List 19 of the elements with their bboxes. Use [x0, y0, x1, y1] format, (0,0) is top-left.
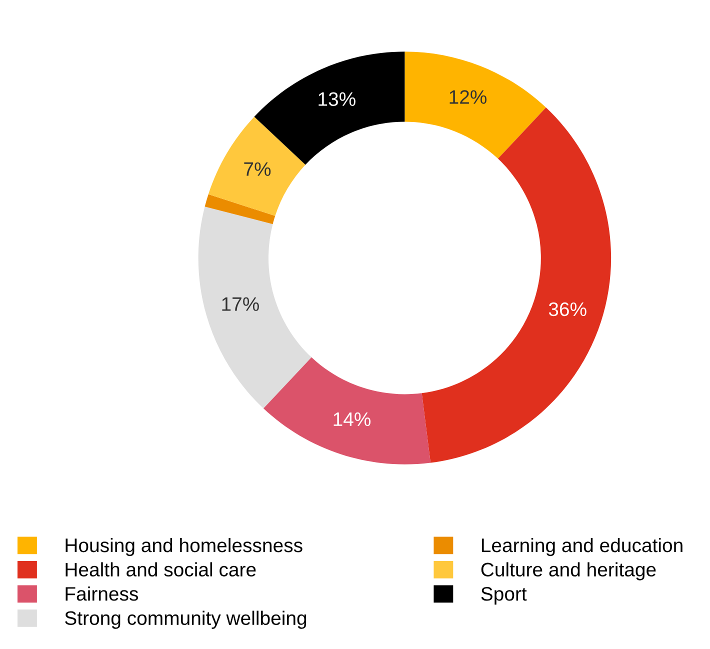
legend-label: Strong community wellbeing [65, 610, 306, 629]
donut-slice [198, 206, 312, 408]
legend-label: Health and social care [66, 562, 256, 577]
data-label: 12% [450, 90, 487, 104]
legend-label: Culture and heritage [481, 562, 656, 580]
legend-label: Fairness [66, 586, 138, 601]
legend-label: Sport [481, 586, 527, 605]
donut-slice [204, 194, 276, 224]
donut-slice [422, 108, 612, 463]
data-label: 17% [222, 297, 259, 311]
donut-slice [263, 357, 431, 464]
donut-slice [208, 116, 306, 216]
data-label: 7% [244, 162, 271, 176]
data-label: 14% [334, 412, 371, 426]
data-label: 13% [318, 92, 356, 106]
legend-label: Housing and homelessness [66, 538, 302, 556]
data-label: 36% [548, 302, 586, 316]
legend-label: Learning and education [482, 538, 682, 556]
donut-slice [404, 52, 546, 159]
